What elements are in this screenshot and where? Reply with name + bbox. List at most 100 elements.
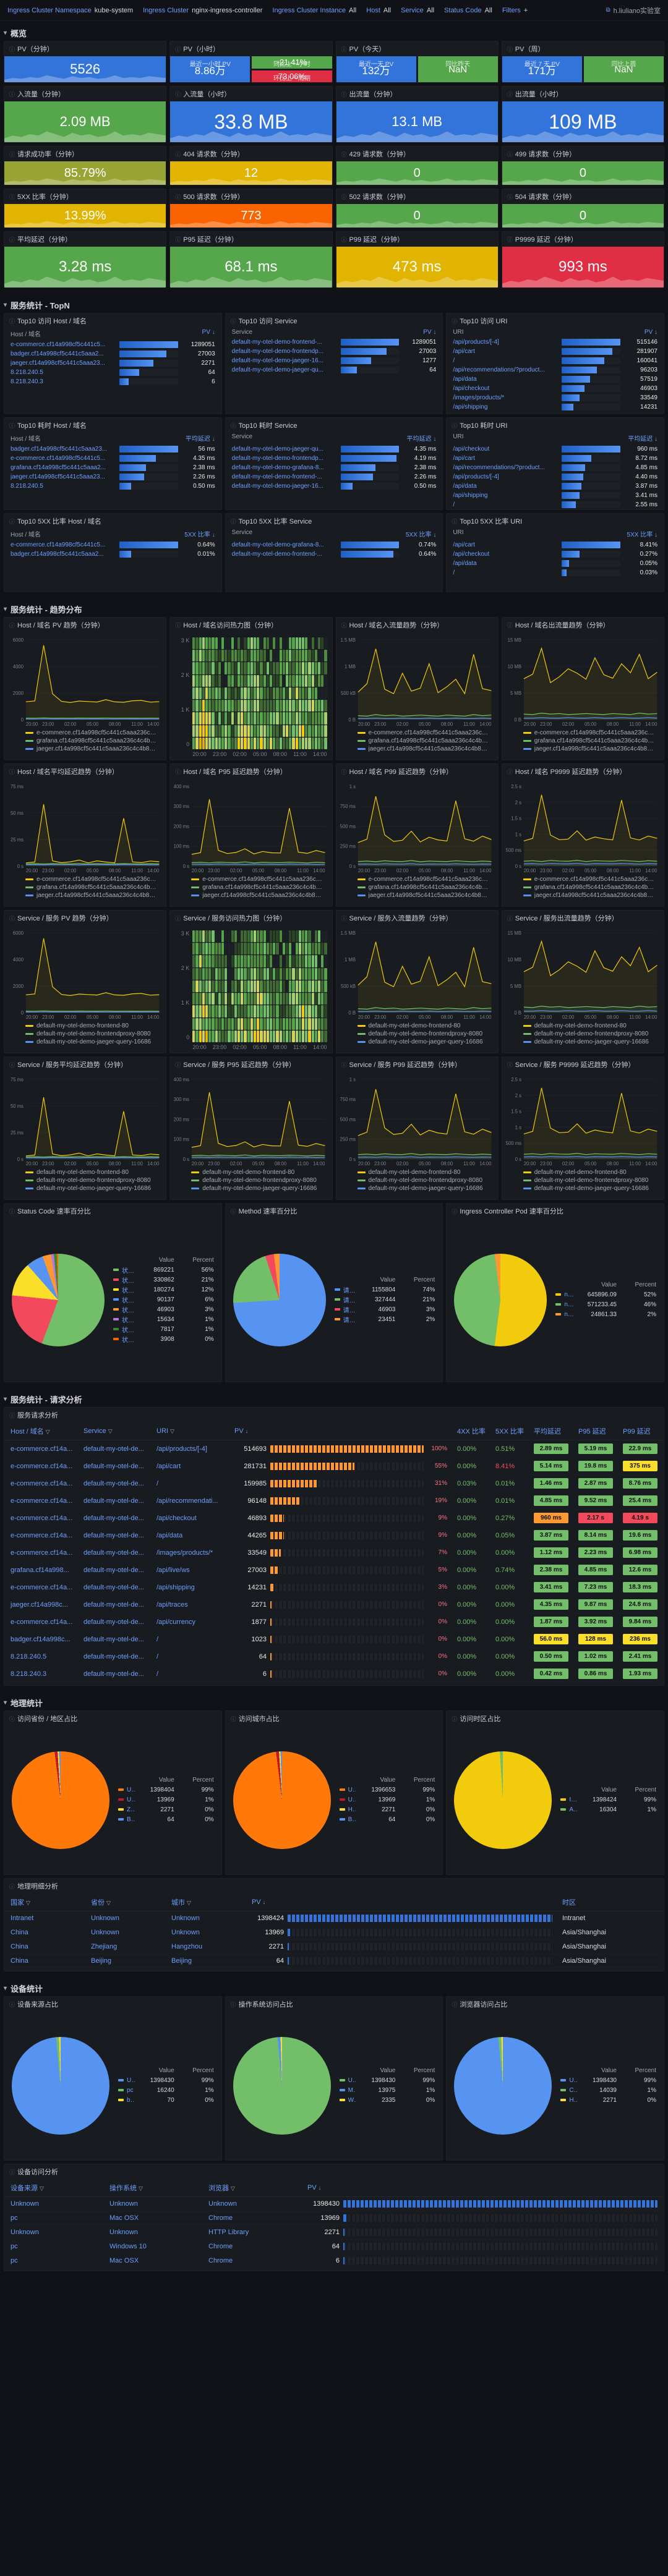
legend-row[interactable]: 状态码 - 50033086221% <box>113 1275 214 1285</box>
cell-link[interactable]: Chrome <box>208 2257 233 2264</box>
legend-row[interactable]: Windows 1023350% <box>339 2095 435 2105</box>
legend-item[interactable]: default-my-otel-demo-frontend-80 <box>523 1022 656 1029</box>
legend-item[interactable]: default-my-otel-demo-jaeger-query-16686 <box>357 1185 490 1192</box>
sort-column-label[interactable]: PV ↓ <box>423 329 437 336</box>
legend-row[interactable]: HTTP Library22710% <box>560 2095 656 2105</box>
cell-link[interactable]: Unknown <box>109 2229 138 2236</box>
legend-item[interactable]: default-my-otel-demo-frontendproxy-8080 <box>25 1031 158 1037</box>
cell-link[interactable]: badger.cf14a998c... <box>11 1635 71 1643</box>
cell-link[interactable]: China <box>11 1943 28 1950</box>
legend-item[interactable]: e-commerce.cf14a998cf5c441c5aaa236c4c4b8… <box>25 729 158 736</box>
column-header-x5[interactable]: 5XX 比率 <box>490 1422 529 1440</box>
row-label-link[interactable]: default-my-otel-demo-frontend-... <box>231 474 322 480</box>
legend-item[interactable]: default-my-otel-demo-jaeger-query-16686 <box>25 1185 158 1192</box>
cell-link[interactable]: China <box>11 1929 28 1936</box>
sort-column-label[interactable]: PV ↓ <box>644 329 657 336</box>
cell-link[interactable]: default-my-otel-de... <box>84 1635 144 1643</box>
cell-link[interactable]: default-my-otel-de... <box>84 1531 144 1539</box>
row-label-link[interactable]: grafana.cf14a998cf5c441c5aaa2... <box>11 464 106 471</box>
column-header-pv[interactable]: PV ↓ <box>247 1894 557 1911</box>
row-label-link[interactable]: /api/products/[-4] <box>453 474 499 480</box>
legend-row[interactable]: Beijing (China)640% <box>339 1814 435 1824</box>
legend-item[interactable]: default-my-otel-demo-jaeger-query-16686 <box>357 1039 490 1045</box>
cell-link[interactable]: default-my-otel-de... <box>84 1652 144 1660</box>
cell-link[interactable]: default-my-otel-de... <box>84 1600 144 1609</box>
legend-item[interactable]: jaeger.cf14a998cf5c441c5aaa236c4c4b82730… <box>523 892 656 899</box>
cell-link[interactable]: Chrome <box>208 2214 233 2222</box>
legend-row[interactable]: 请求方法 - PUT234512% <box>334 1314 435 1324</box>
sort-column-label[interactable]: 5XX 比率 ↓ <box>184 532 215 538</box>
nav-filter[interactable]: Ingress Cluster Instance All <box>272 7 356 14</box>
legend-item[interactable]: jaeger.cf14a998cf5c441c5aaa236c4c4b82730… <box>25 892 158 899</box>
legend-item[interactable]: e-commerce.cf14a998cf5c441c5aaa236c4c4b8… <box>191 876 325 883</box>
row-label-link[interactable]: /images/products/* <box>453 394 505 401</box>
section-header-trend[interactable]: ▾ 服务统计 - 趋势分布 <box>4 601 664 617</box>
legend-item[interactable]: grafana.cf14a998cf5c441c5aaa236c4c4b8273… <box>191 884 325 891</box>
cell-link[interactable]: / <box>156 1670 159 1678</box>
legend-item[interactable]: jaeger.cf14a998cf5c441c5aaa236c4c4b82730… <box>25 746 158 752</box>
legend-item[interactable]: default-my-otel-demo-frontendproxy-8080 <box>357 1031 490 1037</box>
row-label-link[interactable]: jaeger.cf14a998cf5c441c5aaa23... <box>11 360 105 367</box>
row-label-link[interactable]: 8.218.240.5 <box>11 369 43 376</box>
row-label-link[interactable]: / <box>453 501 455 508</box>
row-label-link[interactable]: default-my-otel-demo-jaeger-16... <box>231 483 324 490</box>
legend-row[interactable]: 状态码 - 42939080% <box>113 1334 214 1344</box>
cell-link[interactable]: /api/data <box>156 1531 183 1539</box>
cell-link[interactable]: e-commerce.cf14a... <box>11 1497 73 1505</box>
legend-row[interactable]: 状态码 - 20086922156% <box>113 1265 214 1275</box>
cell-link[interactable]: /api/cart <box>156 1462 181 1470</box>
cell-link[interactable]: Beijing <box>91 1957 112 1965</box>
cell-link[interactable]: Windows 10 <box>109 2243 147 2250</box>
cell-link[interactable]: HTTP Library <box>208 2229 249 2236</box>
cell-link[interactable]: China <box>11 1957 28 1965</box>
sort-column-label[interactable]: PV ↓ <box>202 329 215 336</box>
legend-item[interactable]: default-my-otel-demo-frontend-80 <box>25 1169 158 1176</box>
sort-column-label[interactable]: 平均延迟 ↓ <box>406 436 437 443</box>
legend-item[interactable]: default-my-otel-demo-frontend-80 <box>191 1169 324 1176</box>
cell-link[interactable]: Beijing <box>171 1957 192 1965</box>
cell-link[interactable]: e-commerce.cf14a... <box>11 1462 73 1470</box>
cell-link[interactable]: default-my-otel-de... <box>84 1462 144 1470</box>
row-label-link[interactable]: 8.218.240.5 <box>11 483 43 490</box>
column-header-svc[interactable]: Service ▽ <box>79 1422 152 1440</box>
legend-row[interactable]: 请求方法 - POST32744421% <box>334 1294 435 1304</box>
legend-row[interactable]: 状态码 - 204901376% <box>113 1294 214 1304</box>
legend-row[interactable]: 状态码 - 50278171% <box>113 1324 214 1334</box>
cell-link[interactable]: e-commerce.cf14a... <box>11 1445 73 1453</box>
cell-link[interactable]: / <box>156 1479 159 1487</box>
legend-row[interactable]: 状态码 - 404469033% <box>113 1304 214 1314</box>
row-label-link[interactable]: /api/recommendations/?product... <box>453 367 545 373</box>
legend-item[interactable]: default-my-otel-demo-frontend-80 <box>25 1022 158 1029</box>
section-header-geo[interactable]: ▾ 地理统计 <box>4 1694 664 1711</box>
cell-link[interactable]: /api/live/ws <box>156 1566 190 1574</box>
sort-column-label[interactable]: 平均延迟 ↓ <box>628 436 657 443</box>
row-label-link[interactable]: badger.cf14a998cf5c441c5aaa2... <box>11 351 104 357</box>
column-header-c[interactable]: 城市 ▽ <box>166 1894 247 1911</box>
cell-link[interactable]: Unknown <box>171 1929 200 1936</box>
column-header-p99[interactable]: P99 延迟 <box>618 1422 662 1440</box>
row-label-link[interactable]: default-my-otel-demo-jaeger-qu... <box>231 446 324 453</box>
cell-link[interactable]: Hangzhou <box>171 1943 203 1950</box>
legend-item[interactable]: default-my-otel-demo-frontend-80 <box>357 1022 490 1029</box>
cell-link[interactable]: grafana.cf14a998... <box>11 1566 69 1574</box>
legend-item[interactable]: default-my-otel-demo-frontendproxy-8080 <box>25 1177 158 1184</box>
legend-row[interactable]: Beijing (China)640% <box>118 1814 214 1824</box>
cell-link[interactable]: / <box>156 1652 159 1660</box>
cell-link[interactable]: pc <box>11 2257 18 2264</box>
nav-filter[interactable]: Host All <box>366 7 391 14</box>
row-label-link[interactable]: /api/products/[-4] <box>453 339 499 346</box>
legend-row[interactable]: Asia/Shanghai163041% <box>560 1804 656 1814</box>
row-label-link[interactable]: default-my-otel-demo-grafana-8... <box>231 464 324 471</box>
row-label-link[interactable]: e-commerce.cf14a998cf5c441c5... <box>11 341 106 348</box>
legend-row[interactable]: nginx-ingress-controller-5f8f9c6d5-b8ghw… <box>555 1309 656 1319</box>
legend-row[interactable]: Unknown139840499% <box>118 1785 214 1795</box>
column-header-b[interactable]: 省份 ▽ <box>86 1894 166 1911</box>
column-header-host[interactable]: Host / 域名 ▽ <box>6 1422 79 1440</box>
legend-item[interactable]: default-my-otel-demo-frontendproxy-8080 <box>523 1031 656 1037</box>
section-header-request[interactable]: ▾ 服务统计 - 请求分析 <box>4 1391 664 1407</box>
legend-row[interactable]: bot 70 0% <box>118 2095 214 2105</box>
nav-filter[interactable]: Status Code All <box>444 7 492 14</box>
legend-item[interactable]: e-commerce.cf14a998cf5c441c5aaa236c4c4b8… <box>523 876 656 883</box>
legend-item[interactable]: default-my-otel-demo-frontendproxy-8080 <box>357 1177 490 1184</box>
